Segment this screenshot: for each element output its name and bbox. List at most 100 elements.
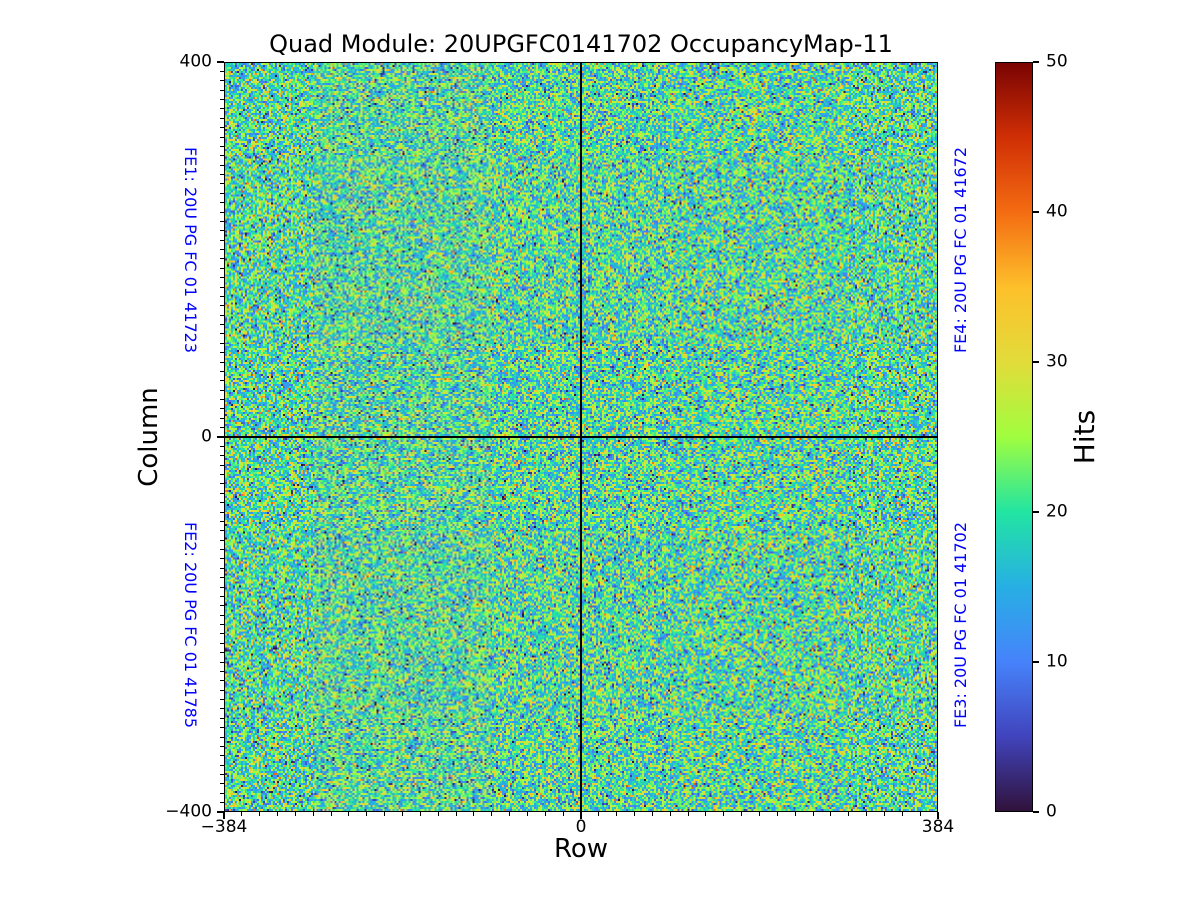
quadrant-divider-horizontal [225,435,937,438]
y-axis-minor-tick [220,549,224,550]
colorbar-tick [1033,61,1039,63]
y-axis-minor-tick [220,539,224,541]
y-axis-minor-tick [220,577,224,579]
x-axis-minor-tick [651,812,653,816]
y-tick-label: 0 [201,426,212,447]
x-axis-minor-tick [348,812,350,816]
x-axis-minor-tick [830,812,832,816]
x-axis-minor-tick [473,812,475,816]
y-axis-minor-tick [220,727,224,729]
y-axis-minor-tick [220,183,224,185]
x-axis-minor-tick [883,812,885,816]
x-axis-minor-tick [312,812,314,816]
y-axis-minor-tick [220,239,224,241]
y-axis-minor-tick [220,164,224,166]
y-axis-minor-tick [220,249,224,250]
y-axis-minor-tick [220,89,224,91]
x-tick-label: 384 [921,817,955,837]
colorbar-tick-label: 10 [1046,651,1068,672]
y-axis-minor-tick [220,174,224,175]
y-axis-minor-tick [220,417,224,419]
x-axis-minor-tick [366,812,368,816]
y-axis-minor-tick [220,661,224,663]
x-axis-tick [223,812,225,819]
y-axis-minor-tick [220,464,224,466]
x-axis-minor-tick [723,812,725,816]
x-axis-minor-tick [759,812,760,816]
y-axis-minor-tick [220,605,224,607]
colorbar-tick-label: 30 [1046,351,1068,372]
y-axis-minor-tick [220,652,224,654]
y-axis-minor-tick [220,342,224,344]
y-axis-minor-tick [220,202,224,204]
colorbar-tick-label: 0 [1046,801,1057,822]
x-axis-minor-tick [919,812,921,816]
y-axis-minor-tick [220,361,224,363]
y-axis-minor-tick [220,755,224,757]
y-axis-minor-tick [220,211,224,213]
x-axis-minor-tick [241,812,243,816]
colorbar-tick [1033,211,1039,213]
y-axis-minor-tick [220,717,224,719]
y-axis-minor-tick [220,736,224,738]
x-axis-minor-tick [259,812,261,816]
x-axis-minor-tick [491,812,493,816]
y-axis-minor-tick [220,427,224,429]
x-axis-minor-tick [437,812,439,816]
y-axis-minor-tick [220,277,224,279]
x-axis-minor-tick [866,812,868,816]
y-axis-minor-tick [220,492,224,494]
y-axis-minor-tick [220,783,224,785]
x-axis-minor-tick [901,812,903,816]
colorbar-tick [1033,511,1039,513]
colorbar-tick-label: 40 [1046,201,1068,222]
x-axis-tick [580,812,582,819]
y-axis-minor-tick [220,689,224,691]
y-axis-minor-tick [220,699,224,700]
y-axis-minor-tick [220,70,224,72]
y-axis-minor-tick [220,530,224,532]
x-axis-minor-tick [562,812,564,816]
x-axis-minor-tick [509,812,511,816]
x-axis-minor-tick [669,812,671,816]
x-axis-minor-tick [277,812,279,816]
y-axis-minor-tick [220,286,224,288]
y-axis-minor-tick [220,267,224,269]
y-axis-tick [217,61,224,63]
y-axis-minor-tick [220,511,224,513]
y-axis-minor-tick [220,136,224,138]
y-axis-minor-tick [220,380,224,382]
x-axis-minor-tick [294,812,296,816]
y-axis-minor-tick [220,764,224,766]
y-axis-minor-tick [220,145,224,147]
y-axis-minor-tick [220,624,224,625]
x-axis-minor-tick [776,812,778,816]
y-axis-minor-tick [220,520,224,522]
y-tick-label: −400 [165,801,212,822]
y-axis-minor-tick [220,474,224,475]
y-axis-minor-tick [220,483,224,485]
y-axis-minor-tick [220,614,224,616]
x-axis-tick [937,812,939,819]
y-axis-minor-tick [220,192,224,194]
y-axis-minor-tick [220,258,224,260]
x-axis-minor-tick [330,812,332,816]
plot-area [224,62,938,812]
y-axis-minor-tick [220,680,224,682]
y-axis-minor-tick [220,314,224,316]
y-tick-label: 400 [179,51,212,72]
y-axis-minor-tick [220,155,224,157]
fe3-label: FE3: 20U PG FC 01 41702 [951,521,970,729]
y-axis-minor-tick [220,99,224,100]
colorbar-tick [1033,661,1039,663]
y-axis-minor-tick [220,352,224,354]
y-axis-minor-tick [220,333,224,335]
y-axis-minor-tick [220,567,224,569]
x-axis-minor-tick [598,812,600,816]
y-axis-minor-tick [220,389,224,391]
y-axis-minor-tick [220,633,224,635]
x-tick-label: 0 [575,817,587,837]
y-axis-minor-tick [220,455,224,457]
x-axis-minor-tick [419,812,421,816]
y-axis-minor-tick [220,642,224,644]
